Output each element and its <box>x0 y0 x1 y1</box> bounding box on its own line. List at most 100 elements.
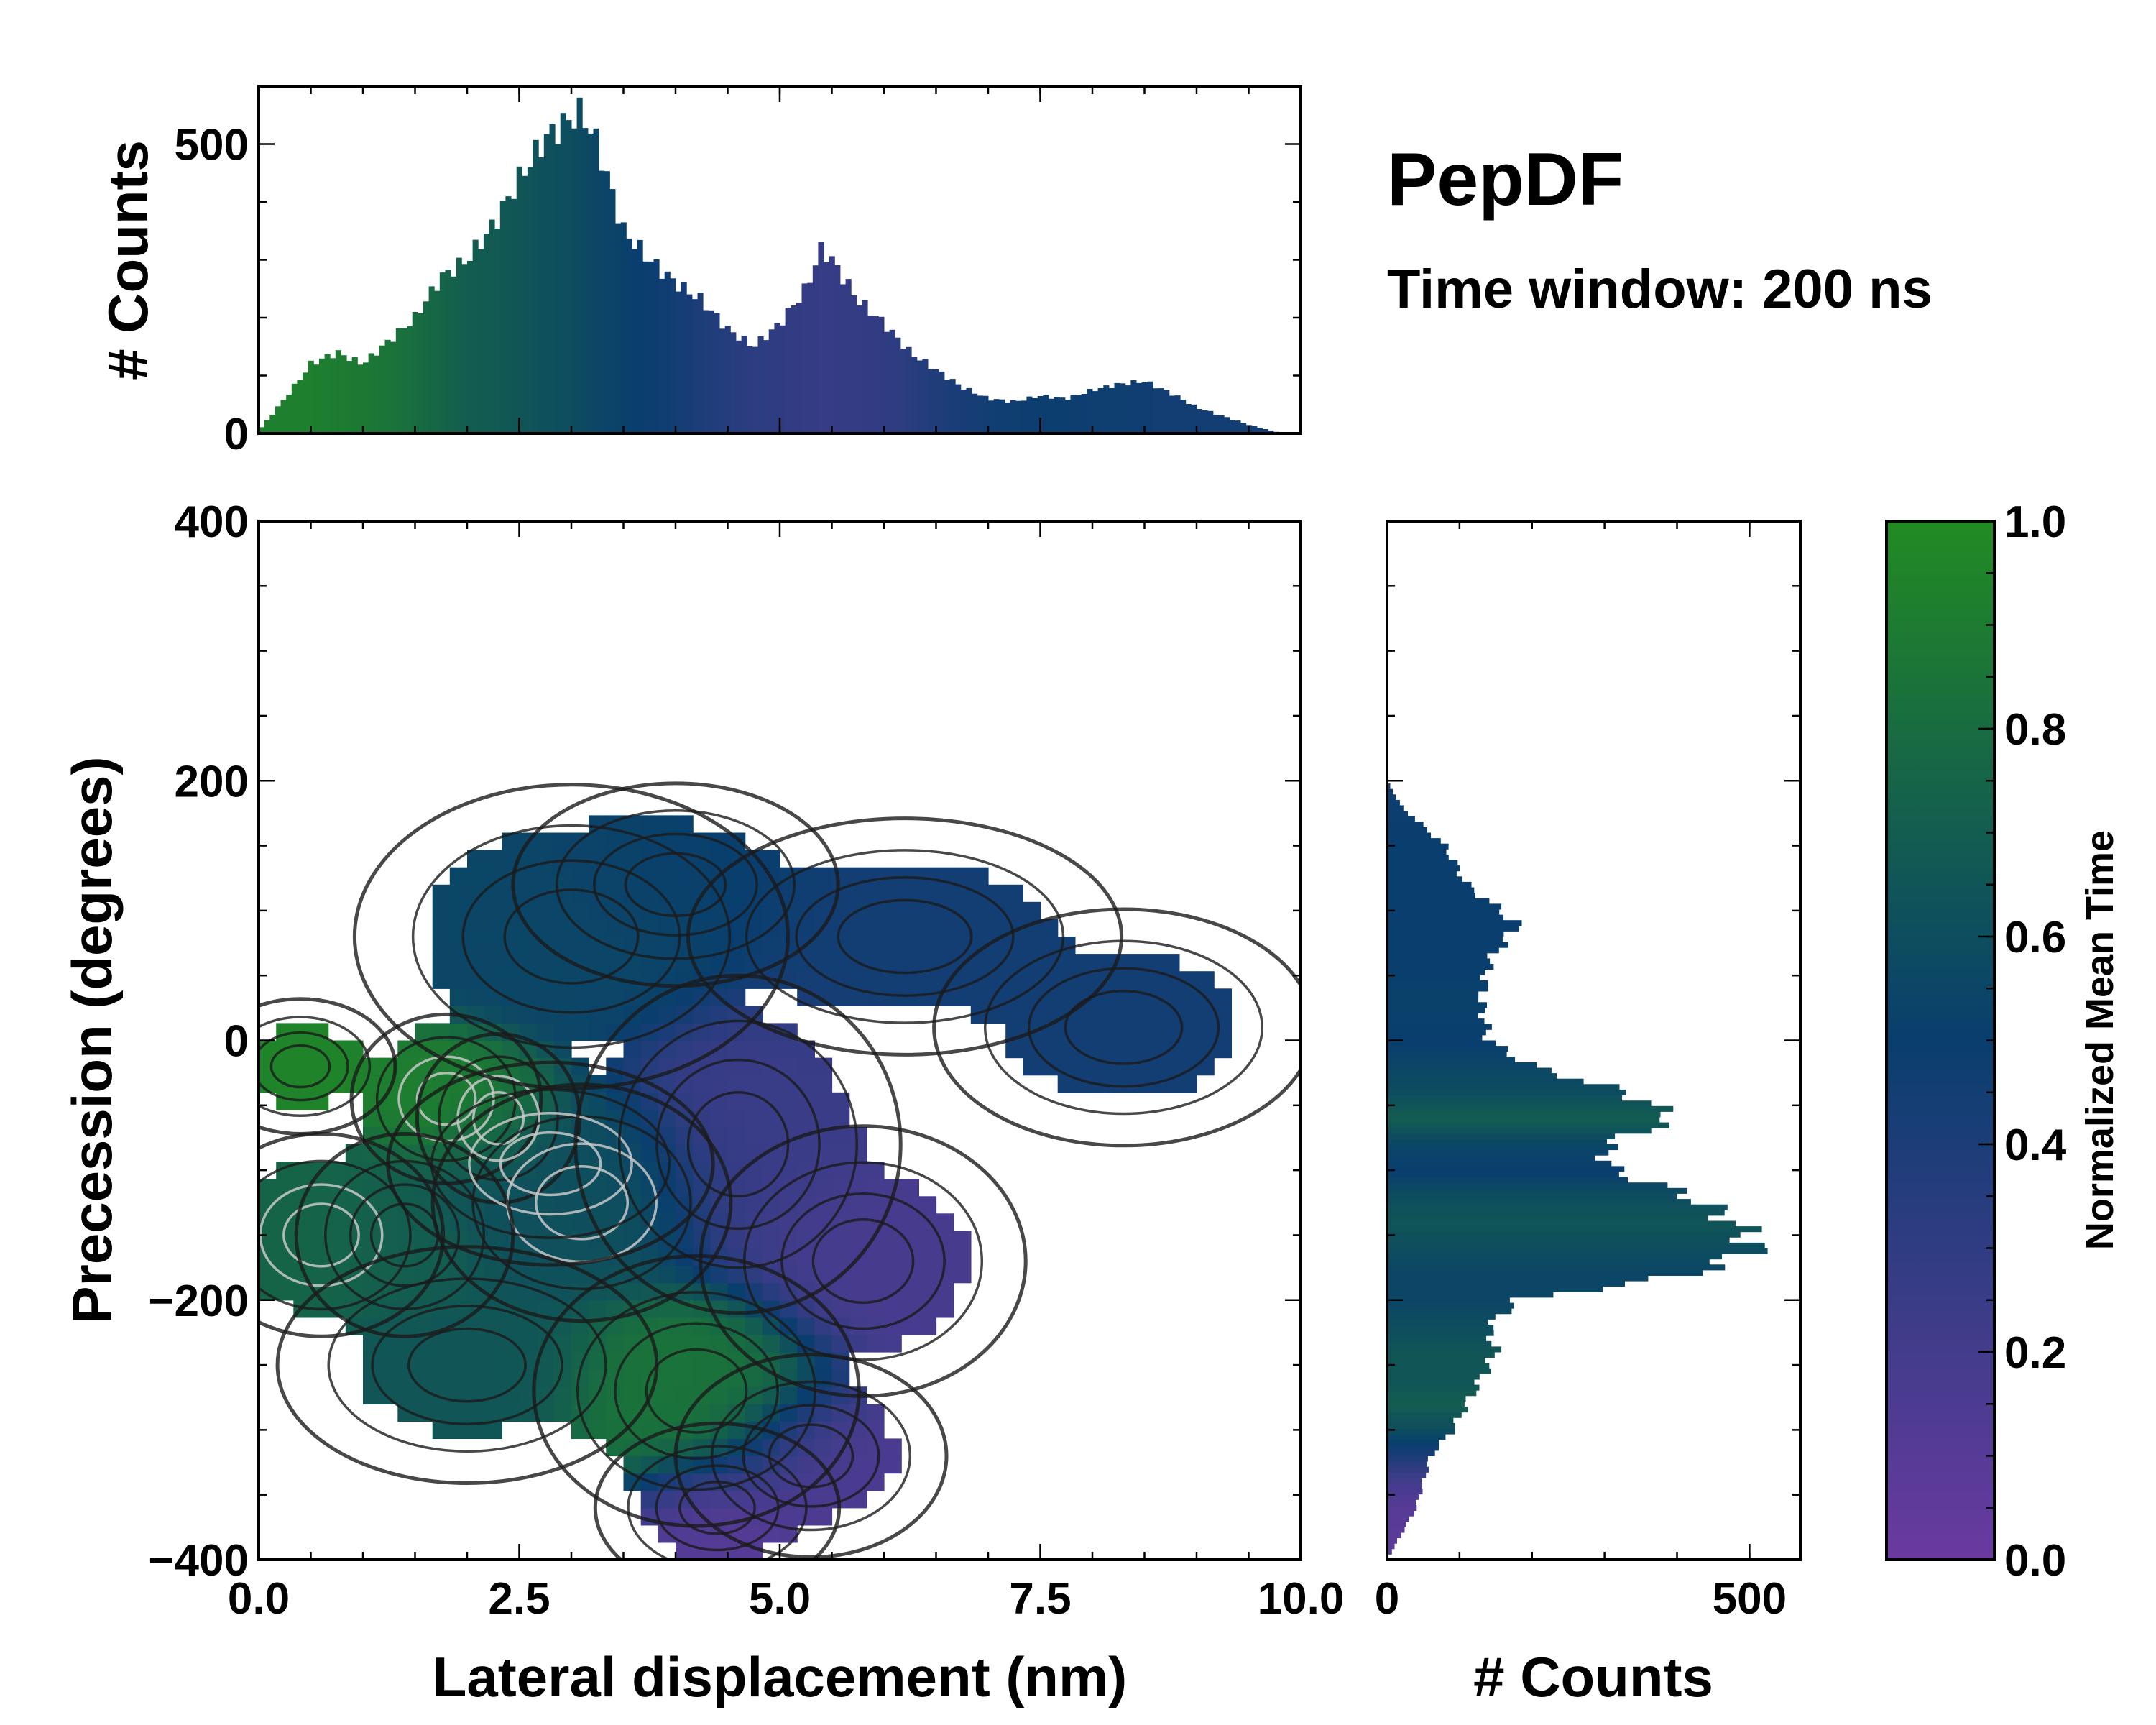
top-histogram-bar <box>1037 396 1044 433</box>
density-contour <box>837 898 973 975</box>
heatmap-cell <box>727 1092 746 1110</box>
top-histogram-bar <box>780 325 786 433</box>
density-contour <box>593 1421 842 1560</box>
top-histogram-bar <box>691 299 698 433</box>
density-contour <box>511 781 840 988</box>
top-histogram-bar <box>1174 395 1181 433</box>
right-histogram-bar <box>1387 1450 1435 1456</box>
heatmap-cell <box>866 1248 885 1266</box>
heatmap-cell <box>571 1334 589 1353</box>
right-histogram-bar <box>1387 1340 1492 1347</box>
heatmap-cell <box>1197 971 1215 989</box>
heatmap-cell <box>658 937 676 954</box>
heatmap-cell <box>936 884 954 903</box>
right-histogram-bar <box>1387 843 1449 850</box>
y-tick-label: 400 <box>175 497 249 547</box>
right-histogram-bar <box>1387 1237 1730 1243</box>
heatmap-cell <box>536 1265 555 1284</box>
heatmap-cell <box>589 919 607 937</box>
top-histogram-bar <box>401 328 407 433</box>
right-histogram-bar <box>1387 1029 1486 1036</box>
heatmap-cell <box>727 1144 746 1162</box>
right-histogram-bar <box>1387 1346 1502 1353</box>
right-histogram-bar <box>1387 1199 1691 1205</box>
top-histogram-bar <box>1004 402 1010 433</box>
right-x-tick-label: 0 <box>1375 1574 1399 1624</box>
top-histogram-bar <box>259 427 265 433</box>
right-histogram-bar <box>1387 827 1427 833</box>
top-histogram-bar <box>681 282 687 433</box>
heatmap-cell <box>745 1126 763 1145</box>
heatmap-cell <box>814 1507 833 1526</box>
colorbar-tick-label: 0.0 <box>2004 1536 2066 1586</box>
right-histogram-bar <box>1387 1215 1708 1221</box>
right-histogram-bar <box>1387 1095 1623 1101</box>
right-histogram-bar <box>1387 947 1499 954</box>
top-histogram-bar <box>839 284 846 433</box>
heatmap-cell <box>380 1369 398 1387</box>
heatmap-cell <box>1110 1075 1128 1093</box>
heatmap-cell <box>1040 1040 1059 1059</box>
top-histogram-bar <box>576 97 583 434</box>
top-histogram-bar <box>1207 410 1214 433</box>
heatmap-cell <box>276 1248 294 1266</box>
heatmap-cell <box>884 988 902 1006</box>
heatmap-cell <box>449 867 468 886</box>
right-histogram-bar <box>1387 893 1475 899</box>
top-histogram-bar <box>1191 404 1197 433</box>
density-contour <box>1064 990 1184 1065</box>
right-histogram-bar <box>1387 1527 1405 1533</box>
top-histogram-bar <box>363 362 369 433</box>
top-histogram-bar <box>1136 382 1143 433</box>
heatmap-cell <box>797 1109 815 1128</box>
heatmap-cell <box>918 971 937 989</box>
top-histogram-bar <box>505 196 512 433</box>
top-histogram-bar <box>878 316 885 433</box>
right-histogram-bar <box>1387 1210 1725 1216</box>
y-tick-label: −200 <box>148 1276 249 1326</box>
heatmap-cell <box>814 1265 833 1284</box>
top-histogram-bar <box>330 358 336 433</box>
top-histogram-bar <box>346 361 353 433</box>
top-histogram-bar <box>928 369 934 433</box>
top-histogram-bar <box>966 387 972 433</box>
heatmap-cell <box>970 919 989 937</box>
density-contour <box>768 1423 854 1489</box>
right-histogram-bar <box>1387 1084 1620 1090</box>
colorbar-tick-label: 1.0 <box>2004 497 2066 547</box>
heatmap-cell <box>745 1040 763 1059</box>
heatmap-cell <box>797 1213 815 1231</box>
right-histogram-bar <box>1387 822 1424 828</box>
right-histogram-bar <box>1387 1308 1512 1315</box>
heatmap-cell <box>536 1230 555 1249</box>
heatmap-cell <box>1144 954 1163 972</box>
right-histogram-bar <box>1387 1254 1722 1260</box>
heatmap-cell <box>1023 901 1041 920</box>
density-contour <box>259 1159 412 1311</box>
top-histogram-bar <box>428 286 435 433</box>
heatmap-cell <box>884 1230 902 1249</box>
top-histogram-bar <box>735 340 742 433</box>
right-histogram-bar <box>1387 783 1391 790</box>
heatmap-cell <box>1057 954 1076 972</box>
heatmap-cell <box>432 919 451 937</box>
top-histogram-bar <box>791 305 797 433</box>
top-histogram-bar <box>390 341 397 433</box>
heatmap-cell <box>571 1023 589 1041</box>
top-histogram-bar <box>719 328 726 433</box>
right-histogram-bar <box>1387 1461 1427 1468</box>
top-histogram-bar <box>549 124 556 433</box>
heatmap-cell <box>1161 1023 1180 1041</box>
heatmap-cell <box>432 884 451 903</box>
top-histogram-bar <box>714 313 720 433</box>
heatmap-cell <box>571 1006 589 1024</box>
right-histogram-bar <box>1387 1390 1477 1397</box>
heatmap-cell <box>467 1352 485 1370</box>
heatmap-cell <box>849 1196 867 1214</box>
heatmap-cell <box>1127 971 1146 989</box>
heatmap-cell <box>727 954 746 972</box>
heatmap-cell <box>849 1265 867 1284</box>
heatmap-cell <box>1040 1057 1059 1076</box>
heatmap-cell <box>432 971 451 989</box>
x-tick-label: 10.0 <box>1258 1574 1345 1624</box>
